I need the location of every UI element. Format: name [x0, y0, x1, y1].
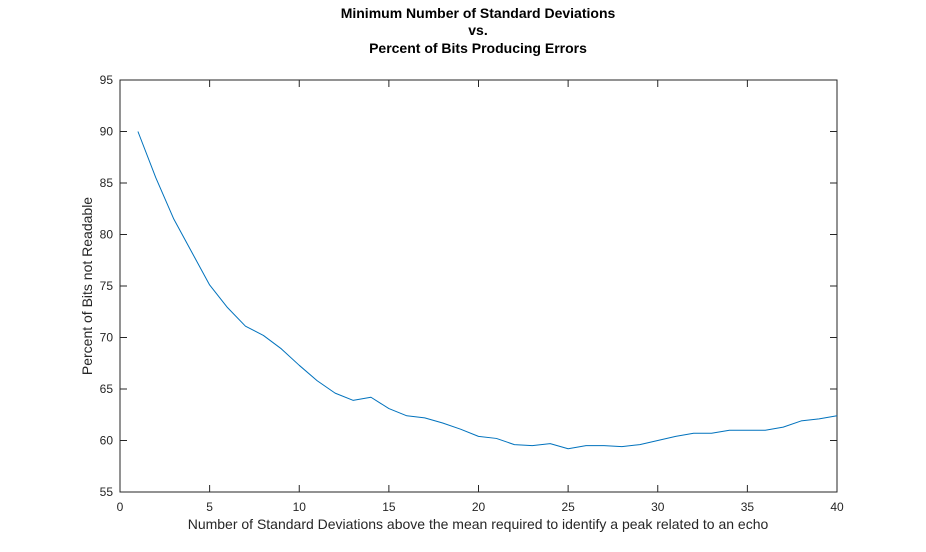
y-tick-label: 85 [100, 176, 114, 190]
x-tick-label: 35 [741, 500, 755, 514]
x-tick-label: 20 [472, 500, 486, 514]
y-tick-label: 65 [100, 382, 114, 396]
y-axis-ticks: 55 60 65 70 75 80 85 90 95 [100, 73, 837, 499]
y-axis-label: Percent of Bits not Readable [79, 197, 95, 375]
chart-title-line-1: Minimum Number of Standard Deviations [341, 5, 616, 21]
chart-title-line-3: Percent of Bits Producing Errors [369, 40, 587, 56]
y-tick-label: 75 [100, 279, 114, 293]
x-tick-label: 25 [561, 500, 575, 514]
y-tick-label: 90 [100, 125, 114, 139]
y-tick-label: 95 [100, 73, 114, 87]
x-axis-ticks: 0 5 10 15 20 25 30 35 40 [117, 80, 844, 514]
y-tick-label: 70 [100, 331, 114, 345]
x-tick-label: 0 [117, 500, 124, 514]
x-tick-label: 40 [830, 500, 844, 514]
x-tick-label: 10 [293, 500, 307, 514]
chart-title-line-2: vs. [468, 22, 487, 38]
series-line [137, 131, 838, 450]
y-tick-label: 60 [100, 434, 114, 448]
series-layer [137, 131, 838, 450]
y-tick-label: 80 [100, 228, 114, 242]
x-axis-label: Number of Standard Deviations above the … [188, 516, 769, 532]
x-tick-label: 5 [206, 500, 213, 514]
y-tick-label: 55 [100, 485, 114, 499]
x-tick-label: 15 [382, 500, 396, 514]
plot-area [119, 79, 838, 493]
x-tick-label: 30 [651, 500, 665, 514]
